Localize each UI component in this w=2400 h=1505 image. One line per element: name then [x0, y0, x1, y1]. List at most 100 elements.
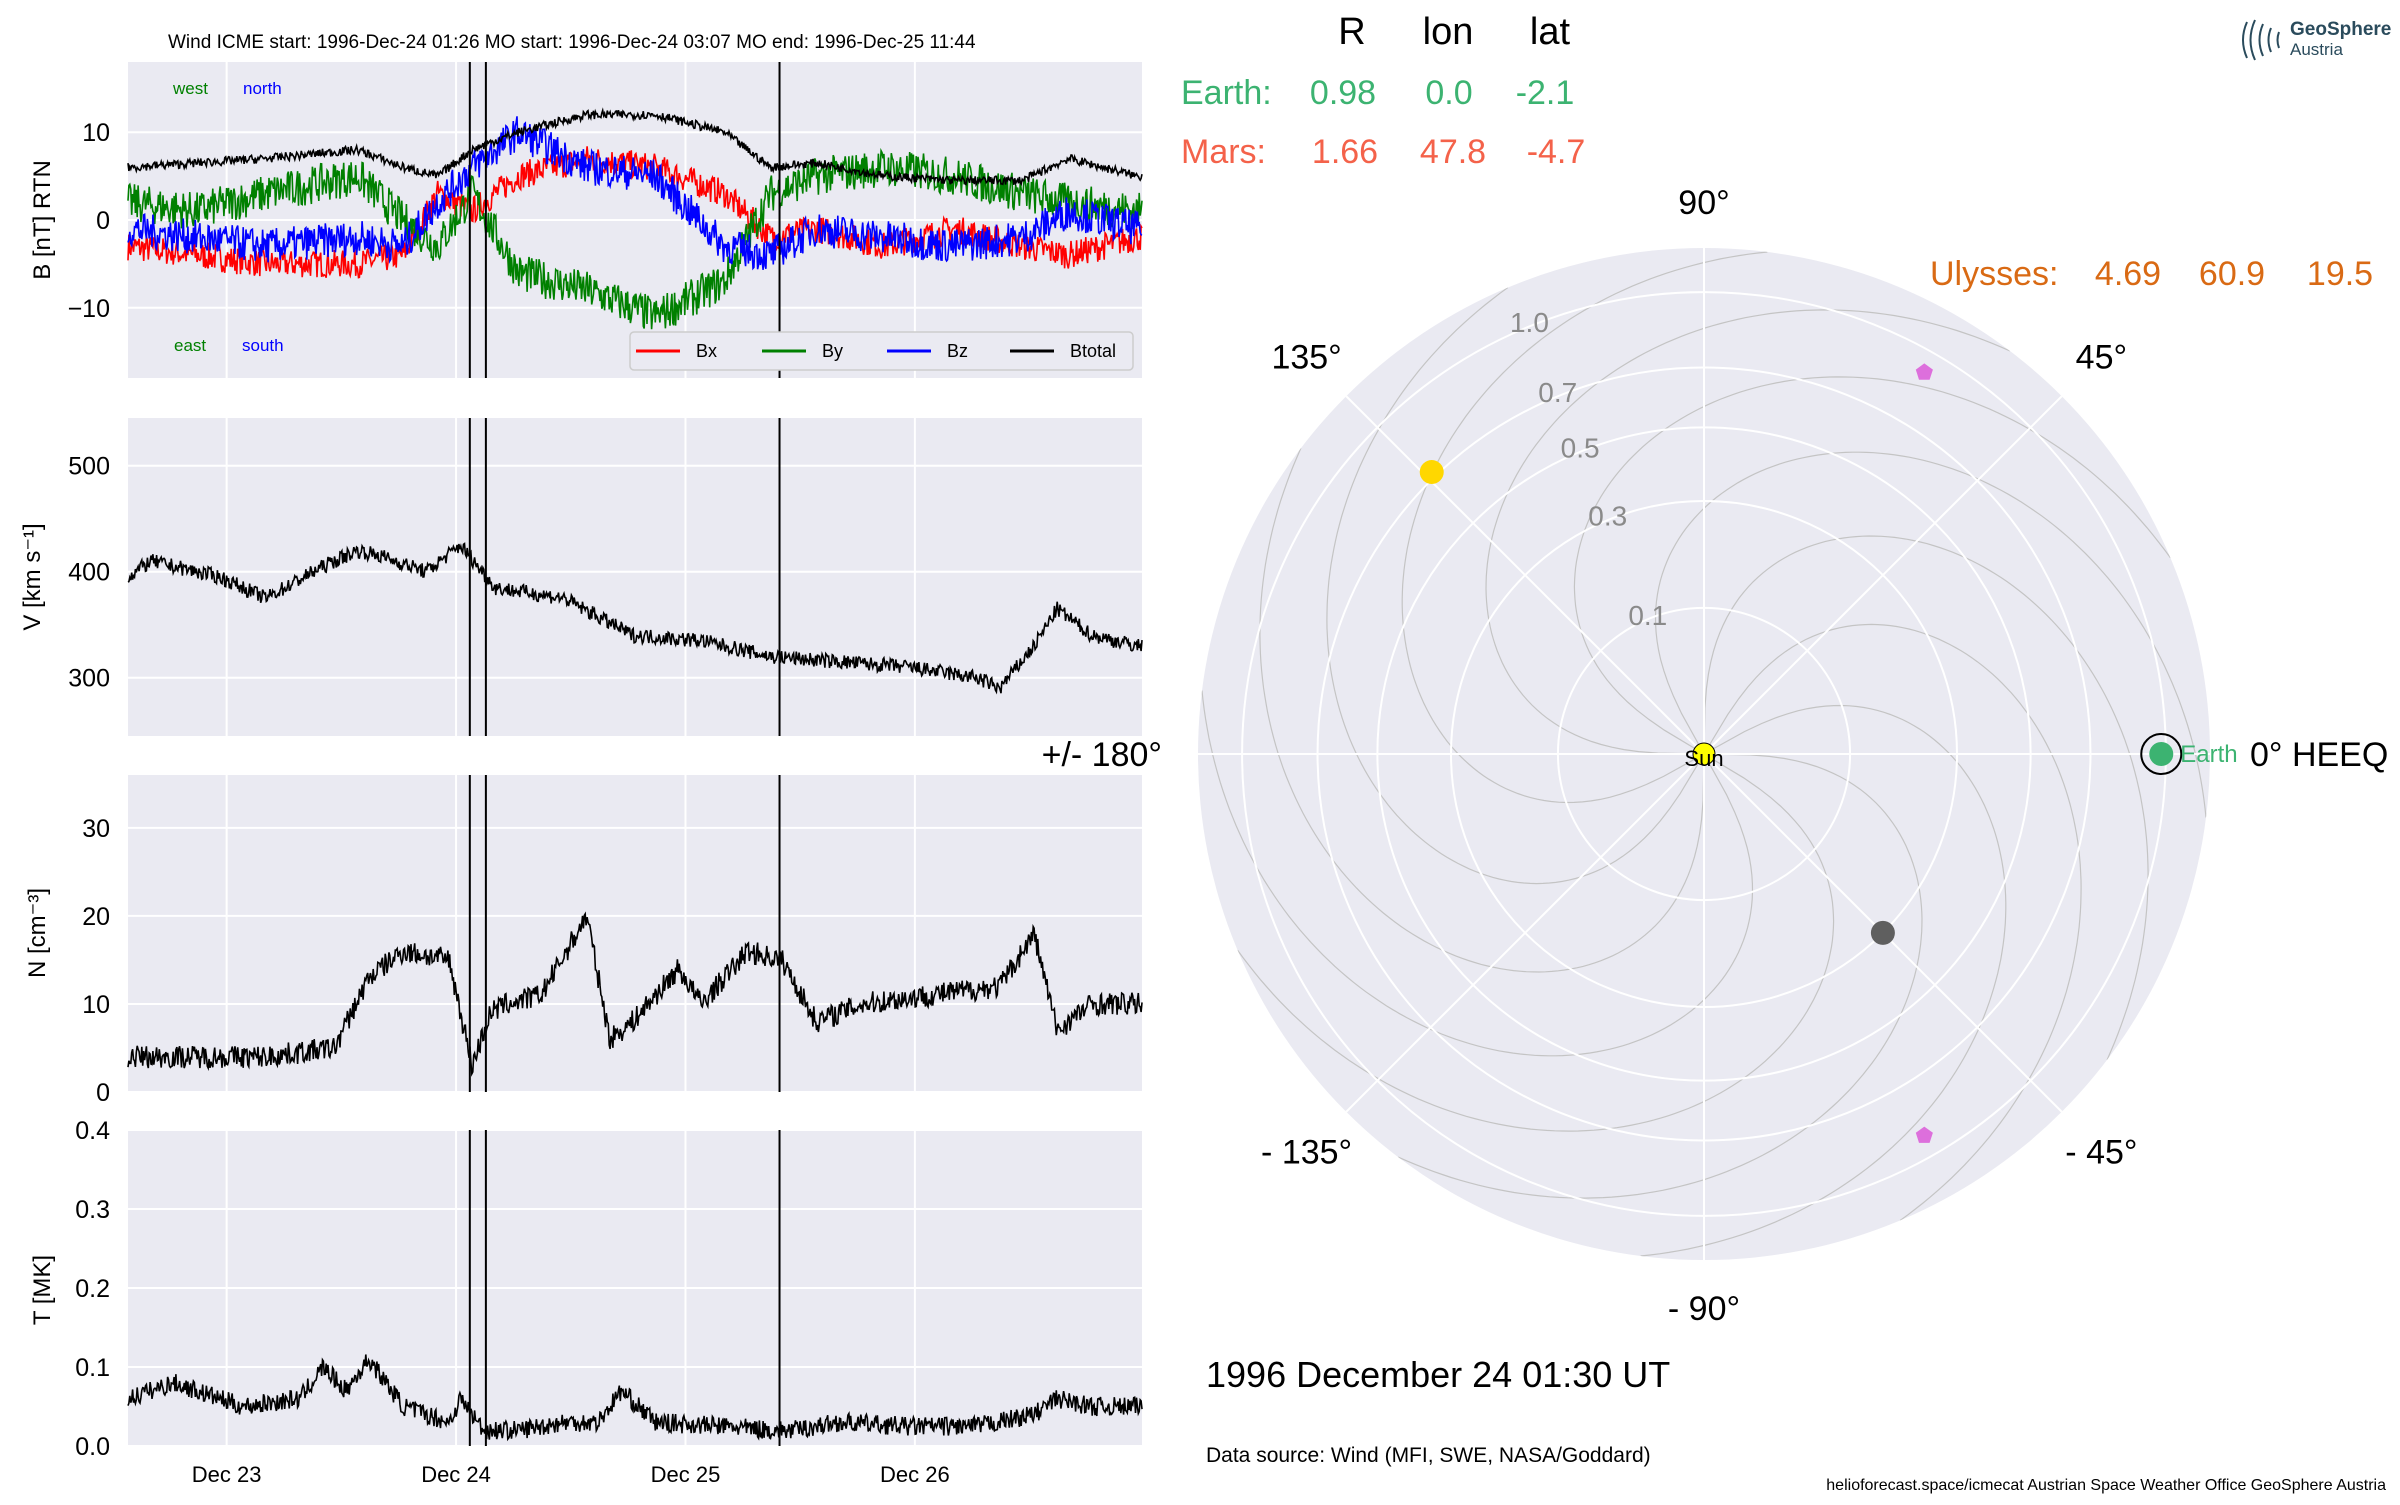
angle-label-a0: 0° HEEQ [2250, 736, 2388, 774]
legend-label-bx: Bx [696, 341, 717, 361]
y-tick-label: 400 [68, 559, 110, 587]
series-line-bx [127, 146, 1143, 279]
angle-label-am90: - 90° [1668, 1290, 1740, 1328]
y-tick-label: 30 [82, 815, 110, 843]
x-tick-label: Dec 25 [651, 1462, 721, 1487]
earth-ring [2140, 733, 2183, 775]
spacecraft-b-marker [1915, 1126, 1933, 1143]
series-line-by [127, 147, 1143, 330]
angle-label-a135: 135° [1271, 339, 1341, 377]
legend-label-bz: Bz [947, 341, 968, 361]
logo-mark-icon [2242, 19, 2280, 61]
table-earth-r: 0.98 [1310, 74, 1376, 112]
earth-label: Earth [2180, 741, 2237, 768]
speed-panel: 500 400 300 V [km s⁻¹] [19, 418, 1143, 736]
radial-tick-label: 0.5 [1561, 432, 1600, 463]
logo-text-line2: Austria [2290, 40, 2343, 59]
x-axis-ticks: Dec 23 Dec 24 Dec 25 Dec 26 [192, 1462, 950, 1487]
table-earth-lat: -2.1 [1516, 74, 1575, 112]
x-tick-label: Dec 24 [421, 1462, 491, 1487]
series-line-v [127, 542, 1143, 695]
y-tick-label: −10 [68, 295, 110, 323]
y-axis-label-b: B [nT] RTN [29, 160, 56, 280]
table-mars-lon: 47.8 [1420, 133, 1486, 171]
data-source: Data source: Wind (MFI, SWE, NASA/Goddar… [1206, 1444, 1651, 1467]
angle-label-am45: - 45° [2065, 1133, 2137, 1171]
x-tick-label: Dec 23 [192, 1462, 262, 1487]
x-tick-label: Dec 26 [880, 1462, 950, 1487]
annotation-east: east [174, 336, 206, 355]
angular-grid-line [1703, 395, 2063, 755]
panel-series [127, 1354, 1143, 1442]
annotation-north: north [243, 79, 282, 98]
y-tick-label: 0.1 [75, 1354, 110, 1382]
series-line-bz [127, 116, 1143, 271]
annotation-west: west [172, 79, 208, 98]
legend-label-btotal: Btotal [1070, 341, 1116, 361]
logo-text-line1: GeoSphere [2290, 19, 2391, 40]
table-earth-name: Earth: [1181, 74, 1272, 112]
panel-series [127, 107, 1143, 330]
y-tick-label: 10 [82, 119, 110, 147]
annotation-south: south [242, 336, 284, 355]
series-line-t [127, 1354, 1143, 1442]
y-tick-label: 0 [96, 1079, 110, 1107]
table-mars-name: Mars: [1181, 133, 1266, 171]
table-ulysses-name: Ulysses: [1930, 255, 2058, 293]
plot-date: 1996 December 24 01:30 UT [1206, 1354, 1670, 1395]
table-earth-lon: 0.0 [1425, 74, 1472, 112]
panel-background [128, 775, 1142, 1092]
event-lines [468, 62, 781, 378]
polar-grid [1198, 248, 2210, 1260]
angle-labels: 0° HEEQ 45° 90° 135° +/- 180° - 135° - 90° - 45… [1042, 184, 2389, 1328]
y-axis-label-v: V [km s⁻¹] [19, 523, 46, 630]
bodies: Sun Earth [1419, 363, 2238, 1143]
magnetic-field-panel: 10 0 −10 west north east south Bx By Bz Bt… [29, 62, 1143, 378]
radial-tick-label: 0.1 [1628, 600, 1667, 631]
sun-marker [1692, 742, 1716, 766]
table-mars-lat: -4.7 [1527, 133, 1586, 171]
panel-grid: 0.4 0.3 0.2 0.1 0.0 [75, 1117, 1142, 1461]
angle-label-a45: 45° [2076, 339, 2127, 377]
y-tick-label: 0.4 [75, 1117, 110, 1145]
y-tick-label: 0.3 [75, 1196, 110, 1224]
table-ulysses-r: 4.69 [2095, 255, 2161, 293]
panel-series [127, 542, 1143, 695]
radial-tick-label: 0.7 [1538, 377, 1577, 408]
y-axis-label-n: N [cm⁻³] [24, 888, 51, 978]
geosphere-logo: GeoSphere Austria [2242, 19, 2391, 61]
legend: Bx By Bz Btotal [629, 331, 1134, 371]
event-lines [468, 1130, 781, 1446]
panel-grid: 30 20 10 0 [82, 775, 1142, 1107]
table-mars-r: 1.66 [1312, 133, 1378, 171]
y-tick-label: 10 [82, 991, 110, 1019]
temperature-panel: 0.4 0.3 0.2 0.1 0.0 T [MK] [29, 1117, 1143, 1461]
radial-tick-label: 0.3 [1588, 501, 1627, 532]
legend-box [629, 331, 1134, 371]
y-tick-label: 300 [68, 665, 110, 693]
radial-tick-label: 1.0 [1510, 307, 1549, 338]
position-table: R lon lat Earth: 0.98 0.0 -2.1 Mars: 1.6… [1181, 11, 2373, 293]
y-axis-label-t: T [MK] [29, 1255, 56, 1325]
y-tick-label: 500 [68, 453, 110, 481]
venus-marker [1419, 460, 1444, 485]
y-tick-label: 0 [96, 207, 110, 235]
density-panel: 30 20 10 0 N [cm⁻³] [24, 775, 1143, 1107]
series-line-btotal [127, 107, 1143, 188]
radial-tick-labels: 0.1 0.3 0.5 0.7 1.0 [1510, 307, 1667, 631]
table-header-lon: lon [1423, 11, 1474, 53]
angle-label-am135: - 135° [1261, 1133, 1352, 1171]
sun-label: Sun [1684, 746, 1723, 771]
chart-header: Wind ICME start: 1996-Dec-24 01:26 MO st… [168, 32, 976, 53]
angle-label-a90: 90° [1678, 184, 1729, 222]
spacecraft-a-marker [1915, 363, 1933, 380]
event-lines [468, 775, 781, 1092]
series-line-n [127, 911, 1143, 1077]
polar-orbit-plot: 0.1 0.3 0.5 0.7 1.0 0° HEEQ 45° 90° 135° +/- 180… [1042, 184, 2389, 1328]
angular-grid-line [1345, 395, 1705, 755]
panel-series [127, 911, 1143, 1077]
legend-label-by: By [822, 341, 843, 361]
mercury-marker [1870, 920, 1895, 945]
table-ulysses-lon: 60.9 [2199, 255, 2265, 293]
